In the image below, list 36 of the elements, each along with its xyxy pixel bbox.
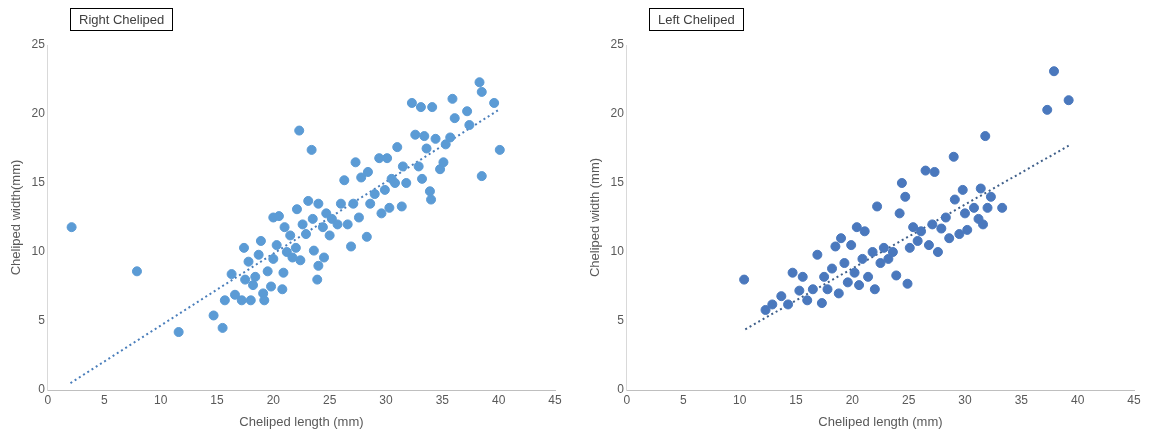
chart-title: Left Cheliped bbox=[649, 8, 744, 31]
y-tick-label: 15 bbox=[31, 175, 46, 190]
x-tick-label: 15 bbox=[789, 392, 803, 407]
x-tick-label: 45 bbox=[1127, 392, 1141, 407]
y-tick-label: 0 bbox=[38, 382, 46, 397]
x-tick-label: 25 bbox=[322, 392, 337, 407]
y-tick-label: 10 bbox=[31, 244, 46, 259]
y-axis-title: Cheliped width(mm) bbox=[8, 159, 24, 276]
x-tick-label: 15 bbox=[210, 392, 224, 407]
y-axis-title: Cheliped width (mm) bbox=[587, 157, 603, 278]
x-tick-label: 5 bbox=[100, 392, 108, 407]
x-tick-label: 5 bbox=[679, 392, 687, 407]
x-tick-label: 40 bbox=[491, 392, 506, 407]
x-tick-label: 10 bbox=[732, 392, 747, 407]
x-tick-label: 35 bbox=[1014, 392, 1029, 407]
y-tick-label: 25 bbox=[31, 37, 46, 52]
y-tick-label: 20 bbox=[31, 106, 46, 121]
y-tick-label: 20 bbox=[610, 106, 625, 121]
x-tick-label: 35 bbox=[435, 392, 450, 407]
y-tick-label: 10 bbox=[610, 244, 625, 259]
x-tick-label: 40 bbox=[1070, 392, 1085, 407]
x-tick-label: 10 bbox=[153, 392, 168, 407]
x-tick-label: 20 bbox=[845, 392, 860, 407]
x-axis-title: Cheliped length (mm) bbox=[818, 413, 943, 429]
x-tick-label: 20 bbox=[266, 392, 281, 407]
x-tick-label: 30 bbox=[958, 392, 972, 407]
y-tick-label: 25 bbox=[610, 37, 625, 52]
y-tick-label: 5 bbox=[617, 313, 625, 328]
y-tick-label: 15 bbox=[610, 175, 625, 190]
x-tick-label: 25 bbox=[901, 392, 916, 407]
y-tick-label: 0 bbox=[617, 382, 625, 397]
x-tick-label: 45 bbox=[548, 392, 562, 407]
x-tick-label: 30 bbox=[379, 392, 393, 407]
y-tick-label: 5 bbox=[38, 313, 46, 328]
x-axis-title: Cheliped length (mm) bbox=[239, 413, 364, 429]
chart-title: Right Cheliped bbox=[70, 8, 174, 31]
